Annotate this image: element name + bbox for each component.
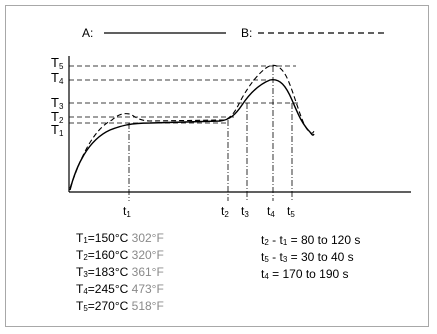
figure-frame [5, 5, 429, 327]
y-label-t4: T4 [51, 70, 64, 86]
y-label-t2: T2 [51, 109, 64, 125]
y-label-t5: T5 [51, 55, 64, 71]
x-label-t1: t1 [123, 204, 131, 219]
legend-a-label: A: [82, 26, 93, 40]
x-label-t5: t5 [287, 204, 295, 219]
x-label-t2: t2 [221, 204, 229, 219]
profile-b-dashed-curve [69, 64, 315, 189]
legend-b-label: B: [241, 26, 252, 40]
y-label-t3: T3 [51, 95, 64, 111]
profile-a-solid-curve [69, 79, 315, 191]
y-label-t1: T1 [51, 122, 64, 138]
y-axis-labels: T5 T4 T3 T2 T1 [51, 55, 64, 138]
x-label-t4: t4 [267, 204, 275, 219]
x-axis-labels: t1 t2 t3 t4 t5 [123, 204, 295, 219]
x-label-t3: t3 [241, 204, 249, 219]
